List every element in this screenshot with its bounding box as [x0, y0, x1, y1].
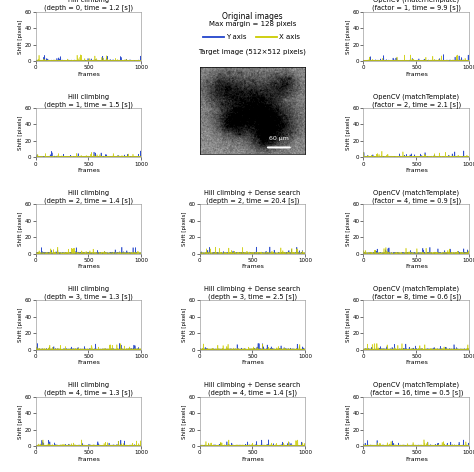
X-axis label: Frames: Frames [77, 72, 100, 77]
Y-axis label: Shift [pixels]: Shift [pixels] [18, 404, 23, 438]
X-axis label: Frames: Frames [405, 456, 428, 462]
Y-axis label: Shift [pixels]: Shift [pixels] [18, 116, 23, 150]
Title: Hill climbing + Dense search
(depth = 3, time = 2.5 [s]): Hill climbing + Dense search (depth = 3,… [204, 286, 301, 300]
X-axis label: Frames: Frames [241, 456, 264, 462]
Y-axis label: Shift [pixels]: Shift [pixels] [346, 308, 351, 342]
Title: Hill climbing + Dense search
(depth = 4, time = 1.4 [s]): Hill climbing + Dense search (depth = 4,… [204, 382, 301, 396]
Text: Max margin = 128 pixels: Max margin = 128 pixels [209, 21, 296, 27]
X-axis label: Frames: Frames [77, 360, 100, 365]
Title: Hill climbing
(depth = 1, time = 1.5 [s]): Hill climbing (depth = 1, time = 1.5 [s]… [44, 93, 133, 108]
Title: Hill climbing
(depth = 2, time = 1.4 [s]): Hill climbing (depth = 2, time = 1.4 [s]… [44, 190, 133, 204]
Title: Hill climbing
(depth = 4, time = 1.3 [s]): Hill climbing (depth = 4, time = 1.3 [s]… [44, 382, 133, 396]
Text: Original images: Original images [222, 12, 283, 21]
X-axis label: Frames: Frames [77, 264, 100, 269]
Text: X axis: X axis [279, 34, 300, 40]
Y-axis label: Shift [pixels]: Shift [pixels] [182, 404, 187, 438]
Y-axis label: Shift [pixels]: Shift [pixels] [18, 308, 23, 342]
Title: OpenCV (matchTemplate)
(factor = 2, time = 2.1 [s]): OpenCV (matchTemplate) (factor = 2, time… [372, 93, 461, 108]
Y-axis label: Shift [pixels]: Shift [pixels] [346, 211, 351, 246]
Title: OpenCV (matchTemplate)
(factor = 1, time = 9.9 [s]): OpenCV (matchTemplate) (factor = 1, time… [372, 0, 461, 11]
X-axis label: Frames: Frames [405, 264, 428, 269]
Y-axis label: Shift [pixels]: Shift [pixels] [182, 308, 187, 342]
Text: Target image (512×512 pixels): Target image (512×512 pixels) [199, 49, 306, 55]
Text: Y axis: Y axis [226, 34, 246, 40]
Title: Hill climbing
(depth = 3, time = 1.3 [s]): Hill climbing (depth = 3, time = 1.3 [s]… [44, 286, 133, 300]
X-axis label: Frames: Frames [405, 168, 428, 173]
Y-axis label: Shift [pixels]: Shift [pixels] [346, 116, 351, 150]
X-axis label: Frames: Frames [405, 72, 428, 77]
X-axis label: Frames: Frames [241, 264, 264, 269]
X-axis label: Frames: Frames [77, 456, 100, 462]
Title: OpenCV (matchTemplate)
(factor = 8, time = 0.6 [s]): OpenCV (matchTemplate) (factor = 8, time… [372, 286, 461, 300]
X-axis label: Frames: Frames [405, 360, 428, 365]
X-axis label: Frames: Frames [241, 360, 264, 365]
Title: Hill climbing
(depth = 0, time = 1.2 [s]): Hill climbing (depth = 0, time = 1.2 [s]… [44, 0, 133, 11]
Y-axis label: Shift [pixels]: Shift [pixels] [346, 19, 351, 54]
Title: Hill climbing + Dense search
(depth = 2, time = 20.4 [s]): Hill climbing + Dense search (depth = 2,… [204, 190, 301, 204]
Y-axis label: Shift [pixels]: Shift [pixels] [346, 404, 351, 438]
Y-axis label: Shift [pixels]: Shift [pixels] [18, 211, 23, 246]
X-axis label: Frames: Frames [77, 168, 100, 173]
Y-axis label: Shift [pixels]: Shift [pixels] [182, 211, 187, 246]
Y-axis label: Shift [pixels]: Shift [pixels] [18, 19, 23, 54]
Title: OpenCV (matchTemplate)
(factor = 16, time = 0.5 [s]): OpenCV (matchTemplate) (factor = 16, tim… [370, 382, 463, 396]
Title: OpenCV (matchTemplate)
(factor = 4, time = 0.9 [s]): OpenCV (matchTemplate) (factor = 4, time… [372, 189, 461, 204]
